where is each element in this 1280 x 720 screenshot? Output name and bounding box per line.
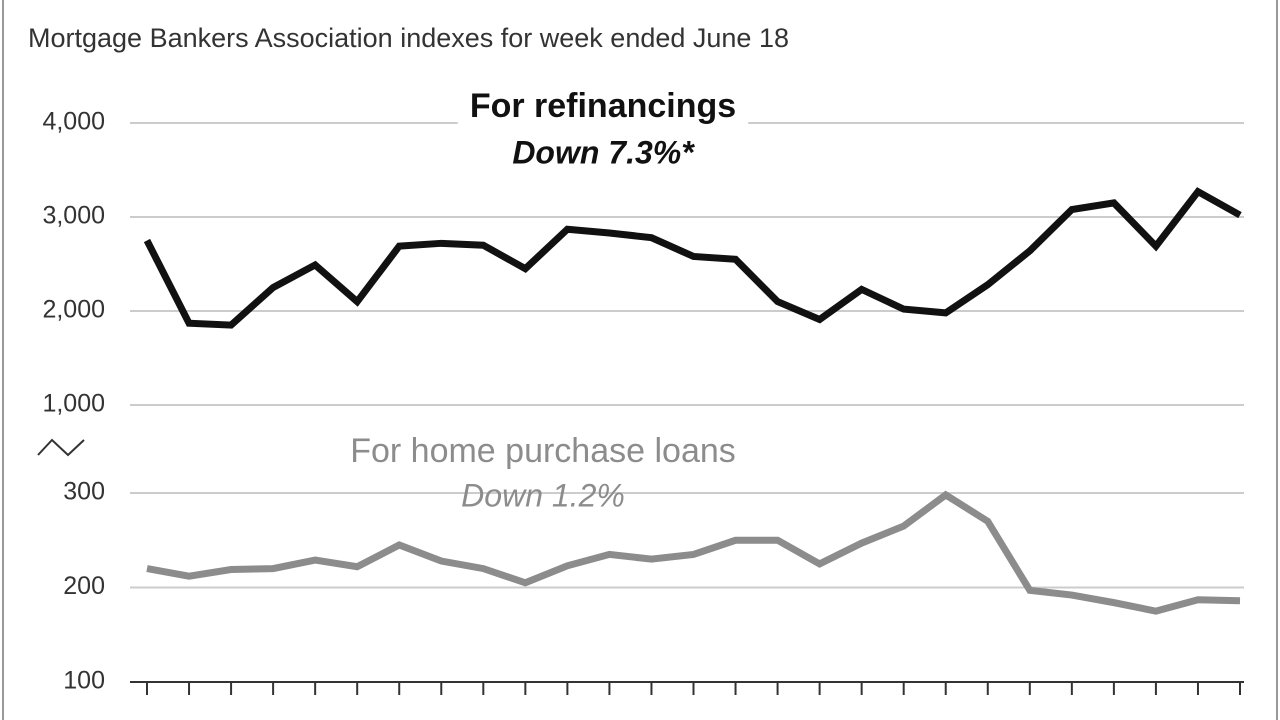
series-label: For home purchase loans <box>350 432 736 470</box>
axis-break <box>37 438 85 457</box>
y-tick-label: 3,000 <box>42 202 105 230</box>
data-line <box>146 490 1241 615</box>
y-tick-label: 1,000 <box>42 390 105 418</box>
label-background <box>457 86 749 131</box>
label-background <box>338 431 748 476</box>
y-tick-label: 100 <box>63 667 105 695</box>
chart-subtitle: Mortgage Bankers Association indexes for… <box>28 23 789 53</box>
annotation: Down 7.3%* <box>512 134 695 170</box>
y-tick-label: 200 <box>63 572 105 600</box>
y-tick-label: 2,000 <box>42 296 105 324</box>
annotation: Down 1.2% <box>461 477 625 513</box>
series-label: For refinancings <box>470 87 736 125</box>
y-tick-label: 300 <box>63 478 105 506</box>
y-tick-label: 4,000 <box>42 108 105 136</box>
data-line <box>143 187 1242 329</box>
